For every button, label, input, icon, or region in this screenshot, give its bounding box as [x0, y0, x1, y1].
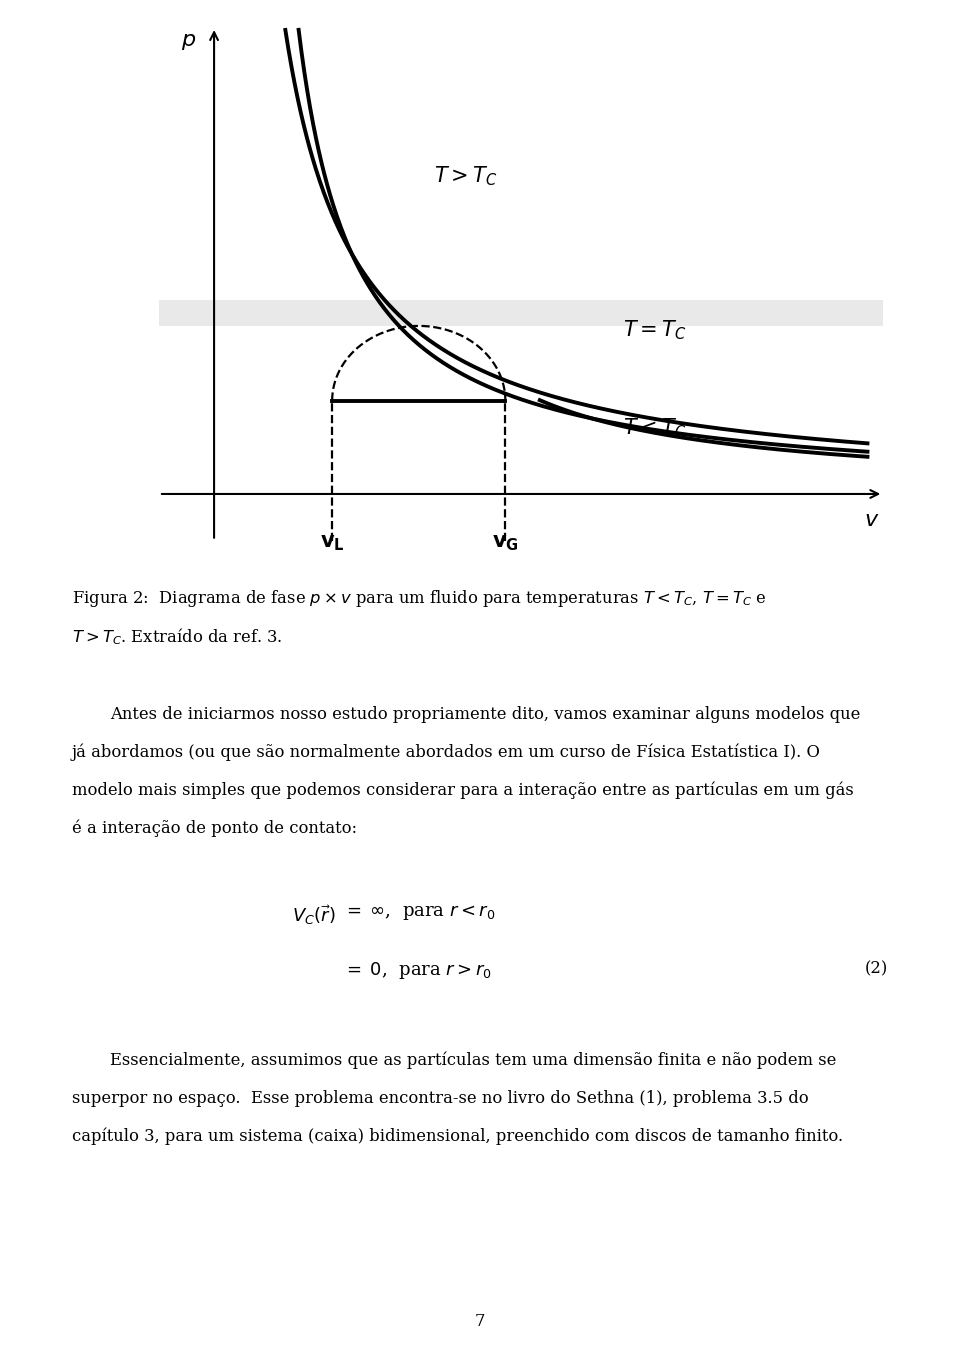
- Text: já abordamos (ou que são normalmente abordados em um curso de Física Estatística: já abordamos (ou que são normalmente abo…: [72, 744, 821, 762]
- Text: $p$: $p$: [181, 30, 197, 52]
- Text: Figura 2:  Diagrama de fase $p \times v$ para um fluido para temperaturas $T < T: Figura 2: Diagrama de fase $p \times v$ …: [72, 588, 767, 608]
- Text: $T>T_C$: $T>T_C$: [435, 164, 498, 189]
- Text: $=\; \infty$,  para $r < r_0$: $=\; \infty$, para $r < r_0$: [343, 903, 495, 922]
- Text: $V_C(\vec{r})$: $V_C(\vec{r})$: [292, 903, 335, 928]
- Text: $=\; 0$,  para $r > r_0$: $=\; 0$, para $r > r_0$: [343, 960, 492, 982]
- Text: modelo mais simples que podemos considerar para a interação entre as partículas : modelo mais simples que podemos consider…: [72, 782, 853, 800]
- Text: (2): (2): [865, 960, 888, 978]
- Text: é a interação de ponto de contato:: é a interação de ponto de contato:: [72, 820, 357, 838]
- Text: capítulo 3, para um sistema (caixa) bidimensional, preenchido com discos de tama: capítulo 3, para um sistema (caixa) bidi…: [72, 1127, 843, 1145]
- Text: Antes de iniciarmos nosso estudo propriamente dito, vamos examinar alguns modelo: Antes de iniciarmos nosso estudo propria…: [110, 706, 860, 722]
- Text: $\mathbf{v_G}$: $\mathbf{v_G}$: [492, 534, 518, 553]
- Text: $T=T_C$: $T=T_C$: [623, 319, 686, 342]
- Text: $T<T_C$: $T<T_C$: [623, 417, 686, 440]
- Text: Essencialmente, assumimos que as partículas tem uma dimensão finita e não podem : Essencialmente, assumimos que as partícu…: [110, 1051, 836, 1069]
- Bar: [159, 300, 883, 326]
- Text: 7: 7: [475, 1313, 485, 1329]
- Text: $v$: $v$: [864, 509, 879, 531]
- Text: $T > T_C$. Extraído da ref. 3.: $T > T_C$. Extraído da ref. 3.: [72, 626, 282, 646]
- Text: superpor no espaço.  Esse problema encontra-se no livro do Sethna (1), problema : superpor no espaço. Esse problema encont…: [72, 1089, 808, 1107]
- Text: $\mathbf{v_L}$: $\mathbf{v_L}$: [320, 534, 345, 553]
